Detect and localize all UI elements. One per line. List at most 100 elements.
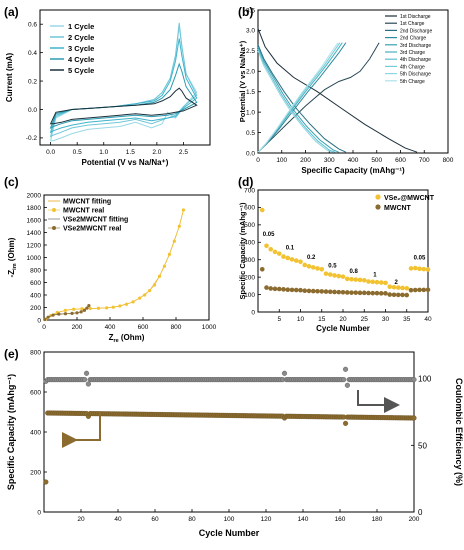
chart-b-ytick-label: 1.0 — [246, 109, 255, 116]
chart-c-ytick-label: 1600 — [27, 217, 42, 224]
chart-c-xtick-label: 200 — [72, 324, 83, 331]
chart-d-data-point — [319, 289, 325, 294]
chart-b-ytick-label: 2.0 — [246, 69, 255, 76]
chart-d-data-point — [374, 290, 380, 296]
chart-c-xlabel-unit: (Ohm) — [119, 333, 145, 342]
chart-b-xtick-label: 600 — [395, 157, 406, 164]
chart-c-data-point — [87, 304, 91, 308]
chart-b-series-5 — [257, 46, 339, 153]
chart-c-data-point — [105, 306, 109, 310]
chart-d-data-point — [272, 249, 278, 255]
panel-label-e: (e) — [4, 347, 19, 361]
chart-d-data-point — [268, 246, 274, 252]
chart-d-data-point — [259, 207, 265, 213]
chart-e-xtick-label: 160 — [335, 516, 346, 523]
chart-c-data-point — [46, 315, 50, 319]
chart-c-ylabel-sub: im — [12, 263, 18, 270]
chart-e-ytick-label: 800 — [30, 349, 41, 356]
chart-d-data-point — [425, 287, 431, 292]
chart-b-legend-label: 2nd Discharge — [400, 28, 432, 34]
chart-a-xtick-label: 0.0 — [46, 149, 55, 156]
chart-c-data-point — [177, 224, 181, 228]
chart-d-ytick-label: 500 — [244, 222, 255, 229]
chart-d-data-point — [395, 292, 401, 298]
chart-a-ytick-label: 0.2 — [28, 78, 37, 85]
chart-d-data-point — [332, 273, 337, 278]
chart-d-data-point — [293, 258, 299, 263]
chart-d-legend-swatch — [375, 204, 381, 210]
chart-c-ytick-label: 400 — [30, 292, 41, 299]
chart-c-data-point — [57, 312, 61, 316]
chart-d-data-point — [353, 290, 359, 295]
chart-b-xlabel: Specific Capacity (mAhg⁻¹) — [301, 166, 405, 175]
chart-c-data-point — [85, 306, 89, 310]
chart-d-data-point — [327, 289, 333, 295]
chart-e-xtick-label: 100 — [224, 516, 235, 523]
chart-c-data-point — [63, 312, 68, 316]
chart-e-capacity-point — [342, 420, 349, 426]
chart-b-legend-label: 1st Discharge — [400, 14, 431, 20]
chart-d-rate-label: 1 — [373, 272, 377, 278]
chart-b-series-3 — [257, 44, 347, 153]
chart-d-data-point — [421, 266, 427, 272]
chart-c-data-point — [181, 208, 186, 212]
chart-b: 0 100 200 300 400 500 600 700 800 0.0 0.5 1.0 1.5 2.0… — [238, 7, 454, 175]
chart-d-ytick-label: 0 — [251, 309, 255, 316]
chart-d-data-point — [340, 274, 346, 279]
chart-c-data-point — [51, 313, 55, 317]
chart-c-legend-label: MWCNT real — [63, 208, 104, 215]
chart-d-data-point — [323, 271, 329, 276]
chart-e: 20 40 60 80 100 120 140 160 180 20002004006008000… — [6, 349, 464, 538]
chart-a-legend-label: 3 Cycle — [68, 44, 94, 53]
chart-d: 5 10 15 20 25 30 35 400100200300400500600700VSe… — [238, 187, 435, 333]
chart-b-ytick-label: 2.5 — [246, 48, 255, 55]
chart-c-legend-swatch — [52, 208, 56, 212]
chart-c-data-point — [111, 305, 115, 309]
chart-d-data-point — [412, 287, 418, 293]
chart-d-data-point — [417, 266, 422, 272]
chart-d-data-point — [400, 292, 405, 298]
chart-a-ytick-label: 0.6 — [28, 22, 37, 29]
chart-d-xlabel: Cycle Number — [316, 324, 370, 333]
chart-b-ylabel: Potential (V vs Na/Na⁺) — [238, 40, 247, 122]
chart-d-data-point — [391, 284, 397, 290]
chart-d-data-point — [378, 291, 384, 296]
chart-b-series-9 — [257, 50, 333, 153]
panel-label-b: (b) — [238, 5, 253, 19]
chart-d-data-point — [315, 266, 320, 271]
chart-c-xlabel-sub: re — [113, 338, 118, 344]
chart-e-y2tick-label: 0 — [418, 508, 423, 517]
chart-d-data-point — [281, 254, 286, 259]
panel-label-d: (d) — [238, 175, 253, 189]
chart-a-legend-label: 4 Cycle — [68, 55, 94, 64]
chart-d-data-point — [259, 267, 265, 272]
chart-e-xtick-label: 120 — [261, 516, 272, 523]
chart-e-capacity-point — [411, 415, 417, 421]
chart-e-capacity-arrow — [62, 412, 101, 448]
chart-e-efficiency-point — [411, 377, 417, 383]
chart-d-data-point — [378, 280, 384, 285]
chart-c-ytick-label: 1200 — [27, 242, 42, 249]
chart-e-xtick-label: 40 — [114, 516, 122, 523]
chart-d-ytick-label: 200 — [244, 274, 255, 281]
chart-c-data-point — [152, 283, 157, 287]
chart-d-data-point — [272, 286, 278, 292]
chart-d-rate-label: 0.1 — [286, 245, 295, 251]
chart-a-ytick-label: 0.4 — [28, 50, 37, 57]
chart-d-xtick-label: 35 — [403, 316, 411, 323]
chart-c-ytick-label: 800 — [30, 267, 41, 274]
chart-d-ytick-label: 600 — [244, 205, 255, 212]
chart-d-data-point — [387, 292, 393, 297]
chart-e-efficiency-point — [281, 370, 288, 376]
chart-d-data-point — [357, 290, 363, 296]
chart-d-data-point — [306, 264, 312, 269]
chart-d-ytick-label: 300 — [244, 257, 255, 264]
chart-d-data-point — [336, 289, 342, 295]
chart-c-legend-label: VSe2MWCNT real — [63, 226, 121, 233]
chart-c-data-point — [79, 310, 83, 314]
chart-d-data-point — [289, 257, 295, 262]
chart-e-xtick-label: 200 — [409, 516, 420, 523]
chart-c-data-point — [131, 300, 135, 304]
chart-d-data-point — [366, 279, 371, 284]
